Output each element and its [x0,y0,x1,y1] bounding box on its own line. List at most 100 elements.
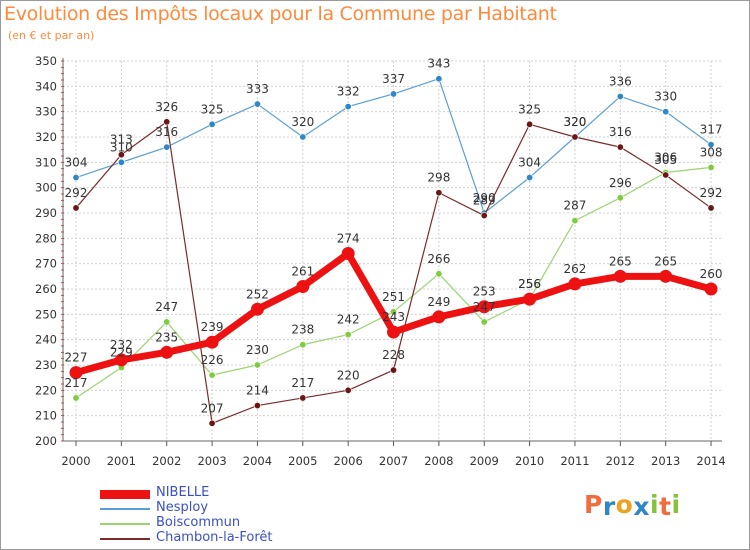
data-point [72,174,80,182]
data-label: 316 [155,125,178,139]
data-point [390,90,398,98]
legend-swatch [100,538,150,540]
data-label: 235 [155,330,178,344]
data-label: 305 [654,153,677,167]
data-label: 220 [337,368,360,382]
data-point [299,133,307,141]
data-point [69,366,83,380]
data-point [387,325,401,339]
y-tick-label: 320 [35,130,57,144]
data-point [253,100,261,108]
data-label: 256 [518,277,541,291]
data-point [208,419,216,427]
series-nibelle [69,247,718,380]
y-tick-label: 220 [35,383,57,397]
legend-swatch [100,523,150,525]
data-point [253,361,261,369]
y-tick-label: 340 [35,79,57,93]
logo-letter: x [633,492,650,521]
logo-letter: P [584,490,603,519]
data-label: 230 [246,343,269,357]
y-tick-label: 290 [35,206,57,220]
data-label: 343 [427,57,450,71]
legend-label: Nesploy [156,500,209,515]
logo-letter: t [659,492,672,521]
data-labels: 304 310 316 325 333 320 332 337 343 290 304 320 336 3… [65,57,723,416]
data-label: 260 [700,267,723,281]
data-label: 289 [473,194,496,208]
y-tick-label: 280 [35,231,57,245]
data-point [704,282,718,296]
y-tick-label: 270 [35,257,57,271]
data-point [114,353,128,367]
x-tick-label: 2013 [651,454,680,468]
data-point [616,194,624,202]
data-point [72,394,80,402]
data-point [526,120,534,128]
data-label: 290 [473,191,496,205]
data-label: 325 [518,102,541,116]
logo-letter: i [671,490,681,519]
data-label: 265 [654,254,677,268]
data-point [480,318,488,326]
data-label: 265 [609,254,632,268]
data-label: 207 [201,401,224,415]
data-label: 262 [564,262,587,276]
data-point [616,143,624,151]
data-label: 336 [609,74,632,88]
x-tick-label: 2009 [470,454,499,468]
data-point [299,341,307,349]
data-point [344,103,352,111]
data-point [659,269,673,283]
data-label: 306 [654,150,677,164]
data-point [253,402,261,410]
y-tick-label: 200 [35,434,57,448]
data-point [299,394,307,402]
data-label: 217 [65,376,88,390]
data-label: 252 [246,287,269,301]
data-label: 292 [65,186,88,200]
x-tick-label: 2007 [379,454,408,468]
y-tick-label: 330 [35,105,57,119]
data-point [707,204,715,212]
y-tick-label: 350 [35,54,57,68]
x-tick-label: 2006 [334,454,363,468]
data-label: 332 [337,85,360,99]
data-label: 296 [609,176,632,190]
data-label: 326 [155,100,178,114]
data-point [662,108,670,116]
legend-label: Chambon-la-Forêt [156,530,273,545]
data-point [480,212,488,220]
data-label: 337 [382,72,405,86]
data-label: 316 [609,125,632,139]
data-label: 266 [427,252,450,266]
data-label: 313 [110,133,133,147]
x-tick-label: 2002 [152,454,181,468]
data-label: 232 [110,338,133,352]
data-label: 320 [564,115,587,129]
x-tick-label: 2010 [515,454,544,468]
y-tick-label: 260 [35,282,57,296]
legend-label: Boiscommun [156,515,241,530]
data-point [571,133,579,141]
logo-letter: i [650,490,660,519]
series-boiscommun [72,163,715,402]
data-point [613,269,627,283]
data-point [662,171,670,179]
data-point [707,163,715,171]
y-tick-label: 230 [35,358,57,372]
x-tick-label: 2001 [107,454,136,468]
data-point [163,118,171,126]
data-point [72,204,80,212]
data-label: 320 [291,115,314,129]
data-point [205,335,219,349]
data-point [571,217,579,225]
data-label: 238 [291,323,314,337]
data-label: 310 [110,140,133,154]
chart-title: Evolution des Impôts locaux pour la Comm… [4,3,557,25]
data-label: 304 [65,156,88,170]
data-point [390,366,398,374]
data-label: 249 [427,295,450,309]
data-point [250,302,264,316]
